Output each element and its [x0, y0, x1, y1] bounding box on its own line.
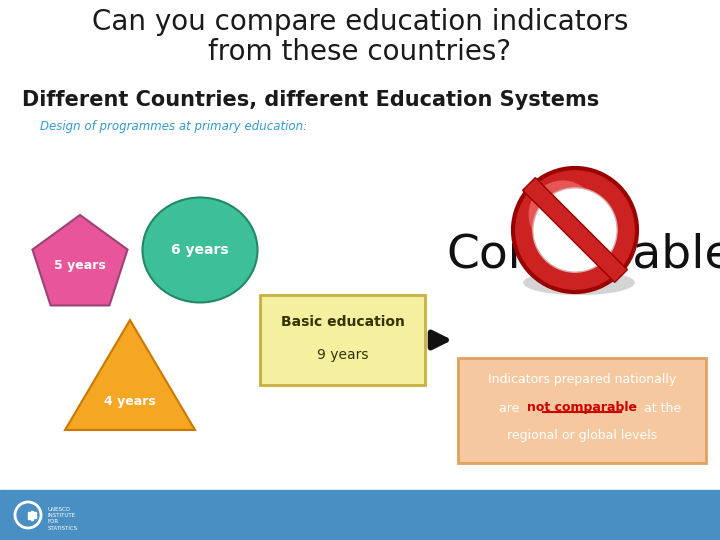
Bar: [28, 511, 30, 518]
Text: Basic education: Basic education: [281, 315, 405, 329]
Text: regional or global levels: regional or global levels: [507, 429, 657, 442]
FancyArrow shape: [523, 178, 627, 282]
Bar: [260, 295, 425, 385]
Text: 9 years: 9 years: [317, 348, 368, 362]
Bar: [0, 490, 720, 540]
Polygon shape: [65, 320, 195, 430]
Bar: [31, 510, 33, 519]
Text: are: are: [499, 402, 523, 415]
Ellipse shape: [523, 271, 635, 295]
Text: Indicators prepared nationally: Indicators prepared nationally: [488, 374, 676, 387]
Circle shape: [533, 188, 617, 272]
Text: Can you compare education indicators: Can you compare education indicators: [91, 8, 629, 36]
Text: 4 years: 4 years: [104, 395, 156, 408]
Text: Different Countries, different Education Systems: Different Countries, different Education…: [22, 90, 599, 110]
Text: Design of programmes at primary education:: Design of programmes at primary educatio…: [40, 120, 307, 133]
Text: are not comparable at the: are not comparable at the: [500, 402, 664, 415]
Polygon shape: [32, 215, 127, 306]
Circle shape: [528, 180, 597, 248]
Text: not comparable: not comparable: [527, 402, 637, 415]
Text: from these countries?: from these countries?: [208, 38, 512, 66]
Bar: [458, 358, 706, 463]
Text: Comparable: Comparable: [446, 233, 720, 278]
Bar: [34, 512, 36, 518]
Text: UNESCO
INSTITUTE
FOR
STATISTICS: UNESCO INSTITUTE FOR STATISTICS: [48, 507, 78, 531]
Text: at the: at the: [640, 402, 681, 415]
Text: 5 years: 5 years: [54, 259, 106, 272]
Circle shape: [513, 168, 637, 292]
Ellipse shape: [143, 198, 258, 302]
Text: 6 years: 6 years: [171, 243, 229, 257]
